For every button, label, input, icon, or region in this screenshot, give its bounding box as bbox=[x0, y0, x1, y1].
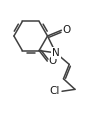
Text: O: O bbox=[63, 25, 71, 35]
Text: Cl: Cl bbox=[49, 86, 60, 96]
Text: N: N bbox=[52, 48, 60, 58]
Text: O: O bbox=[48, 56, 57, 66]
